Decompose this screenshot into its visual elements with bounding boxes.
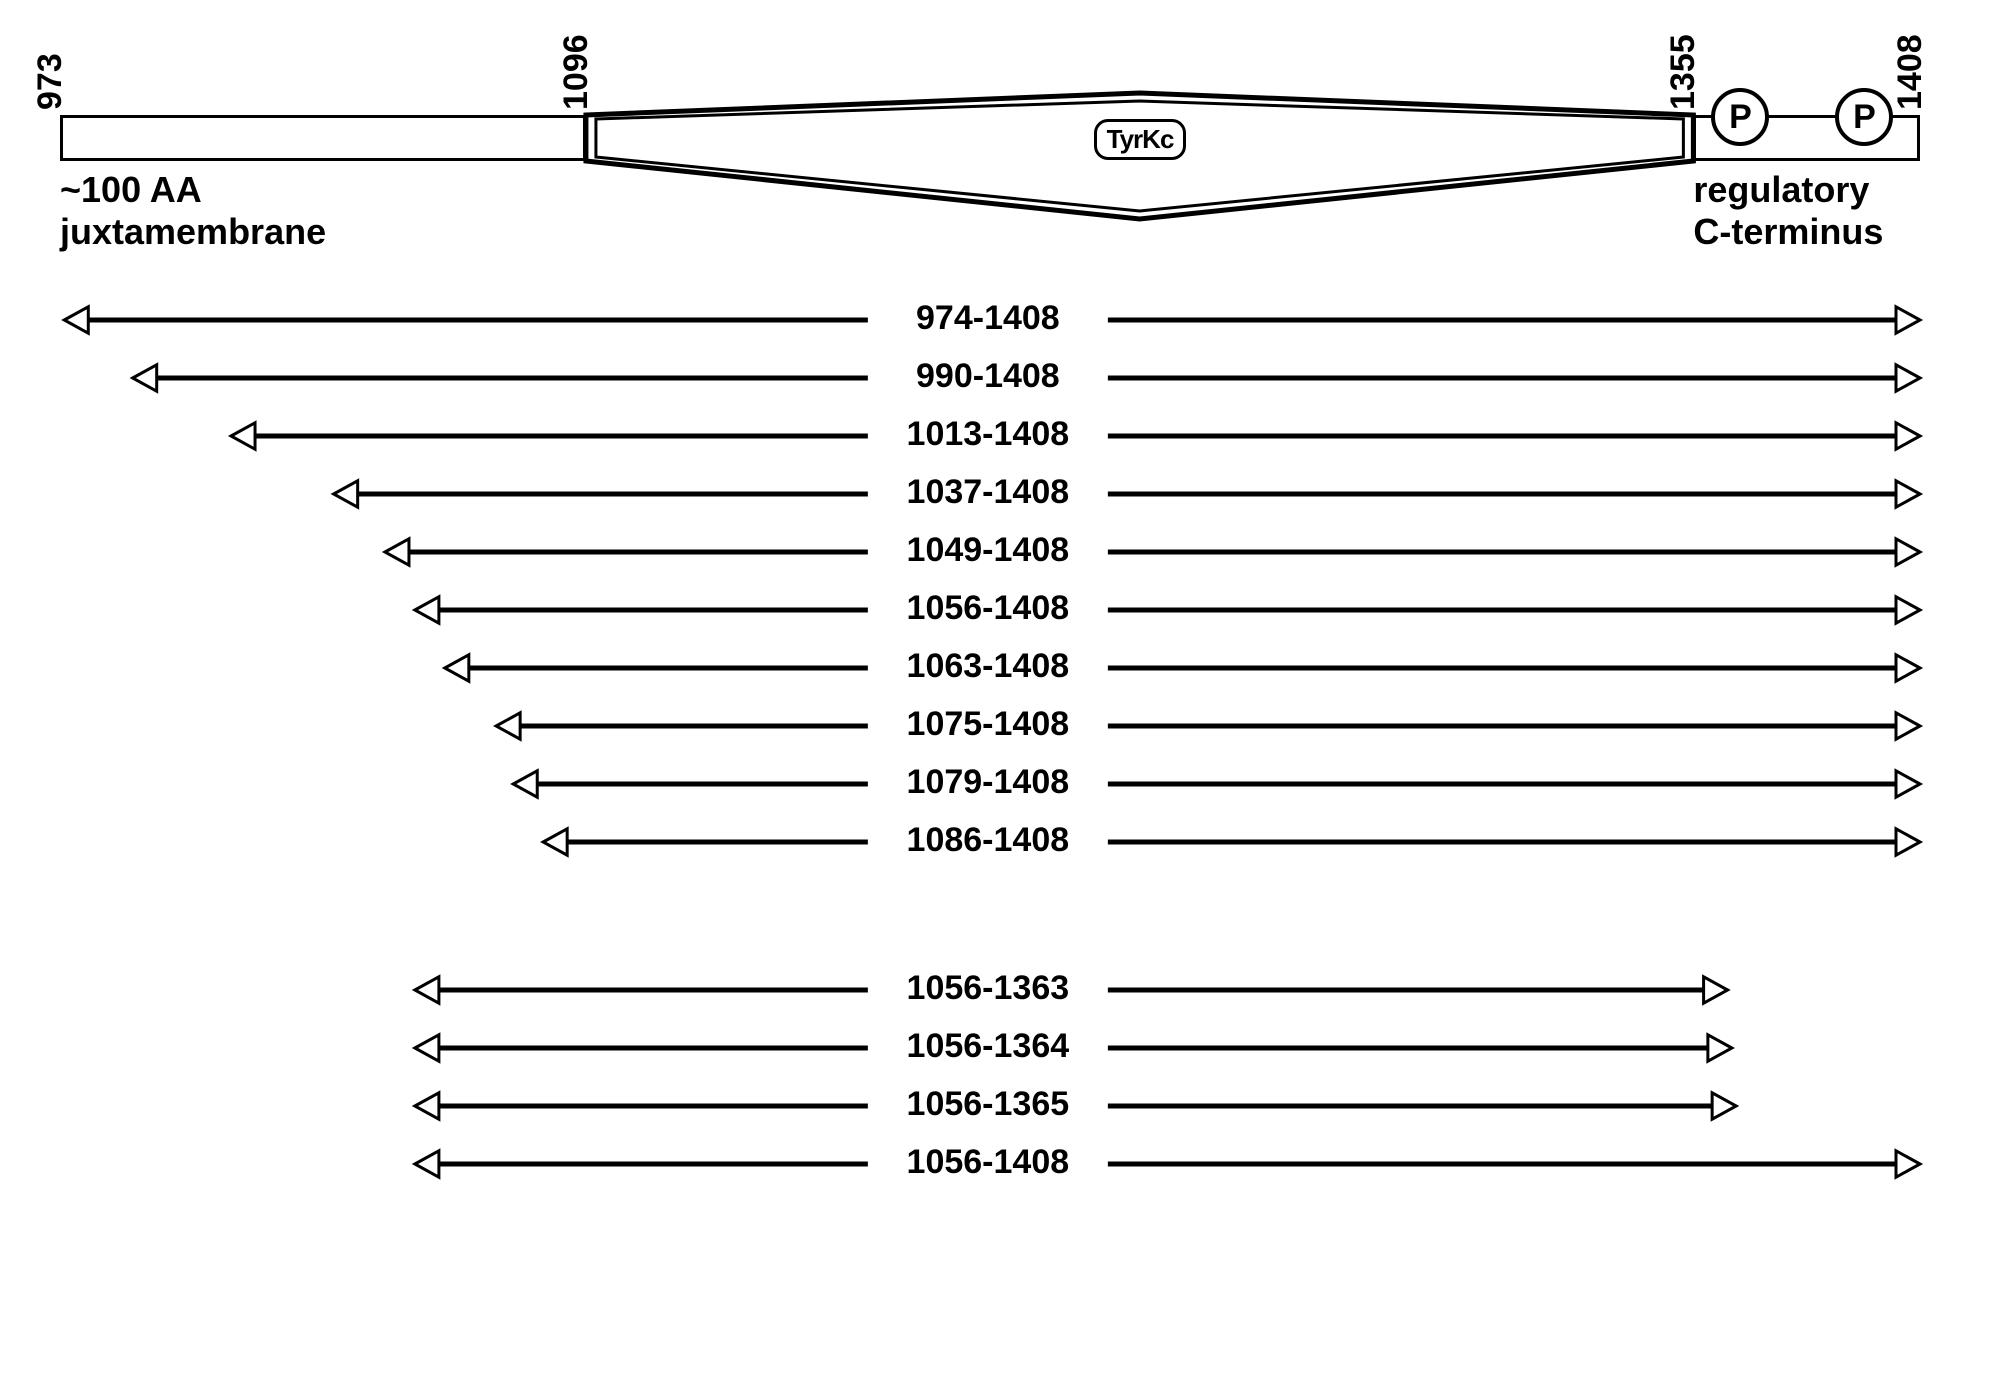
construct-arrow-left-g1-0 <box>40 40 1954 1333</box>
kinase-domain-label: TyrKc <box>1094 119 1187 160</box>
construct-label-g1-8: 1079-1408 <box>868 763 1108 802</box>
construct-arrow-left-g1-3 <box>40 40 1954 1333</box>
position-tick-1408: 1408 <box>1891 34 1930 110</box>
position-tick-1355: 1355 <box>1664 34 1703 110</box>
regulatory-label-2: C-terminus <box>1693 211 1883 253</box>
construct-label-g1-6: 1063-1408 <box>868 647 1108 686</box>
construct-arrow-right-g1-8 <box>40 40 1954 1333</box>
construct-arrow-left-g1-1 <box>40 40 1954 1333</box>
construct-arrow-right-g1-4 <box>40 40 1954 1333</box>
construct-arrow-left-g2-2 <box>40 40 1954 1333</box>
construct-label-g1-5: 1056-1408 <box>868 589 1108 628</box>
juxtamembrane-label-2: juxtamembrane <box>60 211 326 253</box>
phospho-site-icon: P <box>1835 88 1893 146</box>
construct-arrow-left-g2-3 <box>40 40 1954 1333</box>
construct-label-g1-2: 1013-1408 <box>868 415 1108 454</box>
position-tick-1096: 1096 <box>557 34 596 110</box>
construct-arrow-left-g1-7 <box>40 40 1954 1333</box>
construct-arrow-right-g1-2 <box>40 40 1954 1333</box>
construct-arrow-left-g1-4 <box>40 40 1954 1333</box>
construct-arrow-right-g2-3 <box>40 40 1954 1333</box>
construct-arrow-right-g1-6 <box>40 40 1954 1333</box>
construct-arrow-right-g1-7 <box>40 40 1954 1333</box>
construct-arrow-left-g1-8 <box>40 40 1954 1333</box>
construct-arrow-right-g2-0 <box>40 40 1954 1333</box>
construct-arrow-left-g1-5 <box>40 40 1954 1333</box>
construct-arrow-left-g1-2 <box>40 40 1954 1333</box>
construct-arrow-left-g1-6 <box>40 40 1954 1333</box>
construct-label-g2-0: 1056-1363 <box>868 969 1108 1008</box>
construct-arrow-left-g1-9 <box>40 40 1954 1333</box>
position-tick-973: 973 <box>31 53 70 110</box>
construct-label-g2-3: 1056-1408 <box>868 1143 1108 1182</box>
construct-label-g1-7: 1075-1408 <box>868 705 1108 744</box>
construct-arrow-right-g2-2 <box>40 40 1954 1333</box>
construct-label-g2-1: 1056-1364 <box>868 1027 1108 1066</box>
construct-label-g1-3: 1037-1408 <box>868 473 1108 512</box>
construct-label-g1-9: 1086-1408 <box>868 821 1108 860</box>
construct-label-g2-2: 1056-1365 <box>868 1085 1108 1124</box>
juxtamembrane-label-1: ~100 AA <box>60 169 202 211</box>
construct-arrow-right-g2-1 <box>40 40 1954 1333</box>
construct-arrow-left-g2-1 <box>40 40 1954 1333</box>
protein-construct-diagram: 973109613551408TyrKcPP~100 AAjuxtamembra… <box>40 40 1954 1333</box>
construct-arrow-right-g1-3 <box>40 40 1954 1333</box>
construct-arrow-right-g1-5 <box>40 40 1954 1333</box>
kinase-domain-shape <box>40 40 1954 1333</box>
construct-label-g1-0: 974-1408 <box>868 299 1108 338</box>
construct-label-g1-1: 990-1408 <box>868 357 1108 396</box>
regulatory-label-1: regulatory <box>1693 169 1869 211</box>
juxtamembrane-region <box>60 115 586 161</box>
construct-arrow-right-g1-1 <box>40 40 1954 1333</box>
phospho-site-icon: P <box>1711 88 1769 146</box>
construct-arrow-right-g1-9 <box>40 40 1954 1333</box>
construct-arrow-left-g2-0 <box>40 40 1954 1333</box>
construct-label-g1-4: 1049-1408 <box>868 531 1108 570</box>
construct-arrow-right-g1-0 <box>40 40 1954 1333</box>
